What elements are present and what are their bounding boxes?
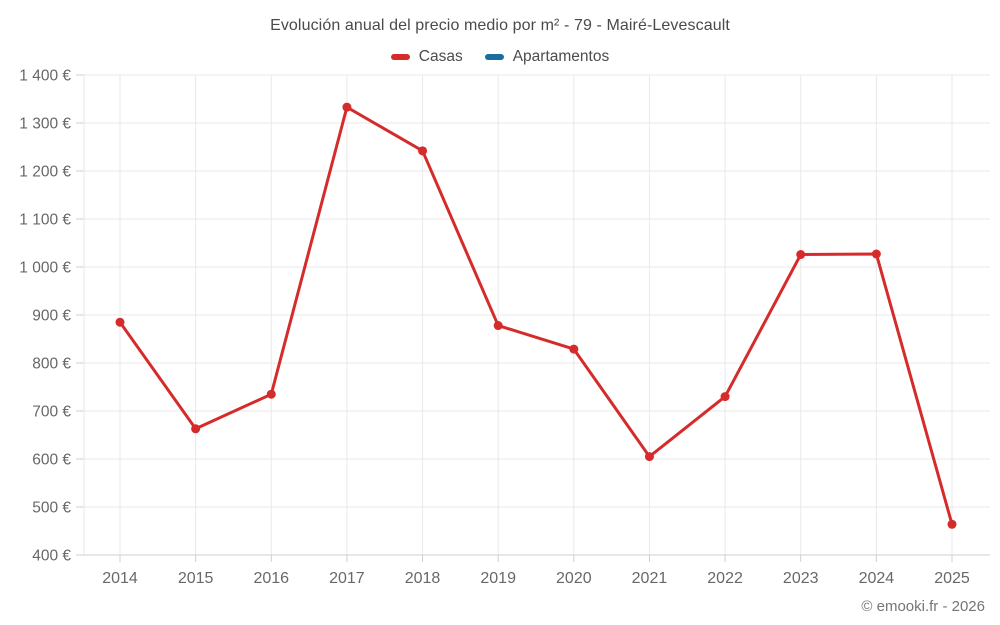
x-tick-label: 2017 [329,570,365,587]
legend-label-casas: Casas [418,48,463,65]
y-tick-label: 900 € [32,308,71,325]
series-line-casas [118,105,954,526]
y-tick-label: 500 € [32,500,71,517]
x-tick-label: 2014 [102,570,138,587]
x-tick-label: 2021 [632,570,668,587]
data-point-casas [191,424,201,434]
x-tick-label: 2022 [707,570,743,587]
data-point-casas [115,317,125,327]
y-tick-label: 400 € [32,548,71,565]
x-tick-label: 2024 [859,570,895,587]
data-point-casas [266,389,276,399]
data-point-casas [342,102,352,112]
data-point-casas [644,452,654,462]
data-point-casas [796,250,806,260]
legend-item-casas[interactable]: Casas [390,48,463,66]
legend: Casas Apartamentos [0,48,1000,66]
x-tick-label: 2016 [253,570,289,587]
data-point-casas [871,249,881,259]
legend-label-apartamentos: Apartamentos [512,48,610,65]
x-tick-label: 2023 [783,570,819,587]
y-tick-label: 700 € [32,404,71,421]
y-tick-label: 1 300 € [19,116,71,133]
y-tick-label: 1 200 € [19,164,71,181]
legend-item-apartamentos[interactable]: Apartamentos [484,48,610,66]
apartamentos-series-marker-icon [484,54,504,60]
data-point-casas [493,321,503,331]
x-tick-label: 2025 [934,570,970,587]
y-tick-label: 1 000 € [19,260,71,277]
data-point-casas [569,344,579,354]
data-point-casas [720,392,730,402]
data-point-casas [418,146,428,156]
chart-title: Evolución anual del precio medio por m² … [270,17,730,34]
footer-credit: © emooki.fr - 2026 [861,598,985,615]
x-tick-label: 2018 [405,570,441,587]
y-tick-label: 1 100 € [19,212,71,229]
x-tick-label: 2015 [178,570,214,587]
data-point-casas [947,519,957,529]
y-tick-label: 600 € [32,452,71,469]
x-tick-label: 2020 [556,570,592,587]
y-tick-label: 800 € [32,356,71,373]
casas-series-marker-icon [390,54,410,60]
x-tick-label: 2019 [480,570,516,587]
y-tick-label: 1 400 € [19,68,71,85]
